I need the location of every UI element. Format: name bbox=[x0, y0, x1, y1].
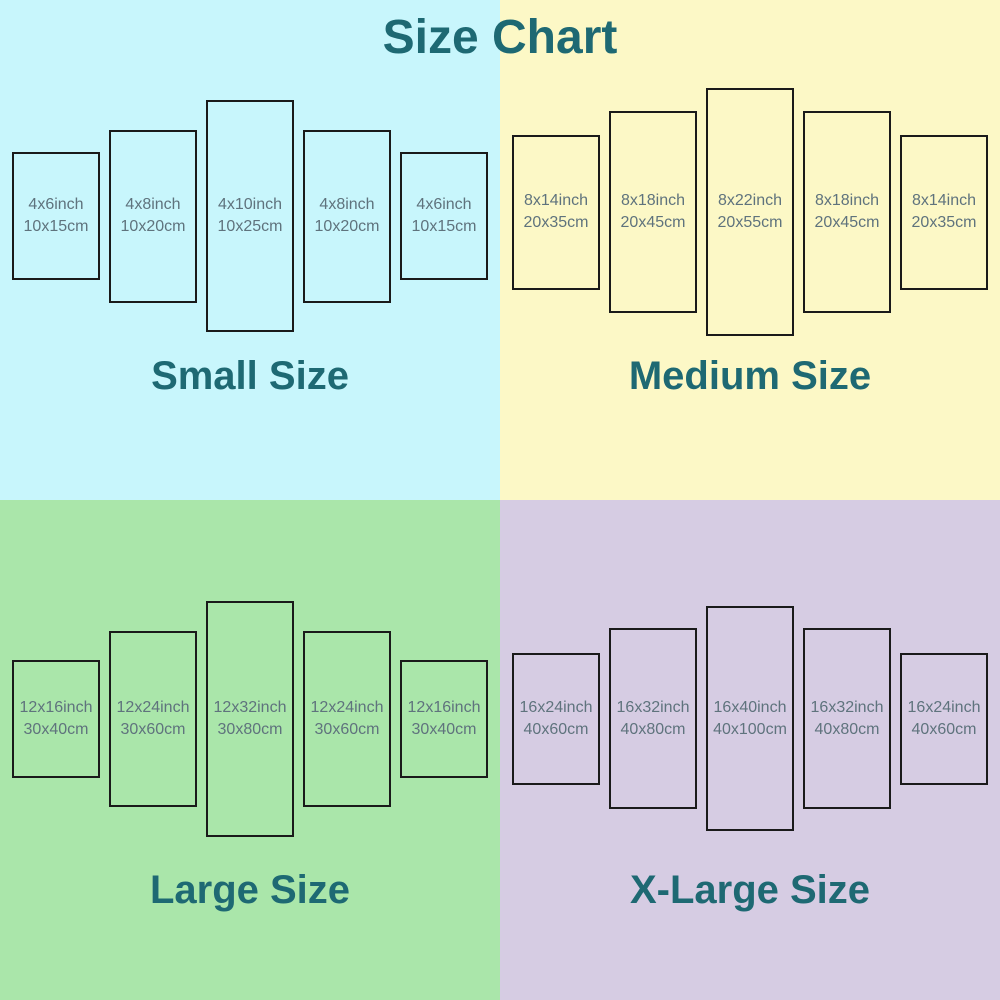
panel-size-box: 8x18inch 20x45cm bbox=[803, 111, 891, 313]
panel-size-inch: 8x18inch bbox=[814, 192, 880, 209]
panel-size-box: 4x8inch 10x20cm bbox=[303, 129, 391, 303]
panel-size-inch: 4x6inch bbox=[28, 196, 84, 213]
panel-size-cm: 20x55cm bbox=[717, 214, 783, 231]
panel-size-box: 8x14inch 20x35cm bbox=[900, 134, 988, 290]
panel-group-xlarge: 16x24inch 40x60cm 16x32inch 40x80cm 16x4… bbox=[500, 606, 1000, 831]
panel-size-cm: 30x60cm bbox=[314, 721, 380, 738]
panel-size-cm: 20x45cm bbox=[620, 214, 686, 231]
panel-size-inch: 16x32inch bbox=[616, 698, 690, 716]
quadrant-xlarge-size: 16x24inch 40x60cm 16x32inch 40x80cm 16x4… bbox=[500, 500, 1000, 1000]
panel-size-cm: 10x20cm bbox=[314, 218, 380, 235]
panel-size-box: 8x14inch 20x35cm bbox=[512, 134, 600, 290]
panel-size-cm: 30x80cm bbox=[217, 721, 283, 738]
panel-size-cm: 20x35cm bbox=[911, 214, 977, 231]
panel-size-box: 8x22inch 20x55cm bbox=[706, 88, 794, 336]
panel-size-inch: 4x10inch bbox=[217, 196, 283, 213]
panel-group-small: 4x6inch 10x15cm 4x8inch 10x20cm 4x10inch… bbox=[0, 100, 500, 332]
panel-size-box: 12x32inch 30x80cm bbox=[206, 601, 294, 837]
panel-size-cm: 40x60cm bbox=[911, 720, 977, 738]
panel-size-box: 16x24inch 40x60cm bbox=[900, 652, 988, 785]
panel-size-inch: 8x14inch bbox=[911, 192, 977, 209]
panel-size-inch: 12x24inch bbox=[116, 699, 190, 716]
quadrant-medium-size: 8x14inch 20x35cm 8x18inch 20x45cm 8x22in… bbox=[500, 0, 1000, 500]
panel-size-box: 16x24inch 40x60cm bbox=[512, 652, 600, 785]
panel-size-inch: 12x16inch bbox=[19, 699, 93, 716]
panel-size-cm: 10x20cm bbox=[120, 218, 186, 235]
size-label-small: Small Size bbox=[151, 354, 349, 398]
quadrant-small-size: 4x6inch 10x15cm 4x8inch 10x20cm 4x10inch… bbox=[0, 0, 500, 500]
panel-size-box: 4x8inch 10x20cm bbox=[109, 129, 197, 303]
panel-size-inch: 4x8inch bbox=[319, 196, 375, 213]
panel-size-box: 12x24inch 30x60cm bbox=[109, 631, 197, 807]
panel-size-inch: 16x32inch bbox=[810, 698, 884, 716]
panel-size-inch: 8x22inch bbox=[717, 192, 783, 209]
panel-group-medium: 8x14inch 20x35cm 8x18inch 20x45cm 8x22in… bbox=[500, 88, 1000, 336]
panel-size-cm: 30x40cm bbox=[411, 721, 477, 738]
panel-group-large: 12x16inch 30x40cm 12x24inch 30x60cm 12x3… bbox=[0, 601, 500, 837]
panel-size-inch: 16x24inch bbox=[907, 698, 981, 716]
panel-size-box: 4x6inch 10x15cm bbox=[400, 152, 488, 280]
panel-size-inch: 12x24inch bbox=[310, 699, 384, 716]
panel-size-cm: 20x35cm bbox=[523, 214, 589, 231]
panel-size-inch: 12x16inch bbox=[407, 699, 481, 716]
panel-size-box: 16x32inch 40x80cm bbox=[803, 628, 891, 809]
panel-size-cm: 40x80cm bbox=[620, 720, 686, 738]
panel-size-cm: 40x60cm bbox=[523, 720, 589, 738]
panel-size-cm: 30x60cm bbox=[120, 721, 186, 738]
panel-size-box: 16x32inch 40x80cm bbox=[609, 628, 697, 809]
panel-size-box: 12x16inch 30x40cm bbox=[400, 660, 488, 778]
page-title: Size Chart bbox=[382, 11, 618, 64]
panel-size-inch: 8x18inch bbox=[620, 192, 686, 209]
quadrant-large-size: 12x16inch 30x40cm 12x24inch 30x60cm 12x3… bbox=[0, 500, 500, 1000]
panel-size-inch: 16x24inch bbox=[519, 698, 593, 716]
panel-size-box: 12x16inch 30x40cm bbox=[12, 660, 100, 778]
panel-size-inch: 4x6inch bbox=[416, 196, 472, 213]
panel-size-cm: 40x100cm bbox=[713, 720, 787, 738]
panel-size-box: 4x6inch 10x15cm bbox=[12, 152, 100, 280]
panel-size-inch: 16x40inch bbox=[713, 698, 787, 716]
size-label-large: Large Size bbox=[149, 868, 351, 912]
panel-size-inch: 8x14inch bbox=[523, 192, 589, 209]
panel-size-cm: 10x15cm bbox=[23, 218, 89, 235]
panel-size-box: 4x10inch 10x25cm bbox=[206, 100, 294, 332]
panel-size-inch: 4x8inch bbox=[125, 196, 181, 213]
panel-size-cm: 20x45cm bbox=[814, 214, 880, 231]
panel-size-cm: 10x15cm bbox=[411, 218, 477, 235]
panel-size-cm: 30x40cm bbox=[23, 721, 89, 738]
panel-size-cm: 10x25cm bbox=[217, 218, 283, 235]
panel-size-inch: 12x32inch bbox=[213, 699, 287, 716]
panel-size-box: 8x18inch 20x45cm bbox=[609, 111, 697, 313]
panel-size-cm: 40x80cm bbox=[814, 720, 880, 738]
panel-size-box: 16x40inch 40x100cm bbox=[706, 606, 794, 831]
size-label-xlarge: X-Large Size bbox=[629, 868, 871, 912]
size-label-medium: Medium Size bbox=[628, 354, 872, 398]
panel-size-box: 12x24inch 30x60cm bbox=[303, 631, 391, 807]
